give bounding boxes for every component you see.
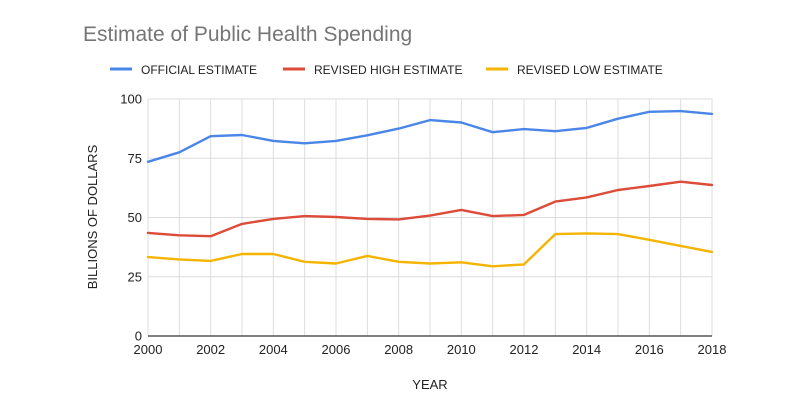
legend-item-revised-low[interactable]: REVISED LOW ESTIMATE [486, 63, 663, 77]
x-tick-label: 2004 [259, 342, 288, 357]
horizontal-gridlines [148, 98, 712, 278]
x-tick-label: 2016 [635, 342, 664, 357]
y-tick-label: 75 [128, 151, 142, 166]
x-axis-label: YEAR [412, 377, 447, 392]
series-lines [146, 109, 714, 268]
y-tick-label: 100 [120, 92, 142, 107]
legend-label-revised-low: REVISED LOW ESTIMATE [517, 63, 663, 77]
chart-title: Estimate of Public Health Spending [83, 23, 412, 46]
y-tick-label: 50 [128, 210, 142, 225]
legend-item-revised-high[interactable]: REVISED HIGH ESTIMATE [283, 63, 462, 77]
y-axis-ticks: 0 25 50 75 100 [120, 92, 142, 344]
x-tick-label: 2008 [384, 342, 413, 357]
legend-item-official[interactable]: OFFICIAL ESTIMATE [110, 63, 257, 77]
x-tick-label: 2006 [322, 342, 351, 357]
x-tick-label: 2018 [698, 342, 727, 357]
x-tick-label: 2002 [196, 342, 225, 357]
x-tick-label: 2000 [134, 342, 163, 357]
x-axis-ticks: 2000 2002 2004 2006 2008 2010 2012 2014 2016 2018 [134, 342, 727, 357]
x-tick-label: 2014 [572, 342, 601, 357]
series-line-revised-high [146, 180, 714, 238]
legend: OFFICIAL ESTIMATE REVISED HIGH ESTIMATE … [110, 63, 663, 77]
y-axis-label: BILLIONS OF DOLLARS [85, 144, 100, 289]
series-line-official [146, 109, 714, 164]
x-tick-label: 2012 [510, 342, 539, 357]
legend-label-revised-high: REVISED HIGH ESTIMATE [314, 63, 462, 77]
x-tick-label: 2010 [447, 342, 476, 357]
y-tick-label: 25 [128, 269, 142, 284]
y-tick-label: 0 [135, 329, 142, 344]
legend-label-official: OFFICIAL ESTIMATE [141, 63, 257, 77]
series-line-revised-low [146, 232, 714, 268]
